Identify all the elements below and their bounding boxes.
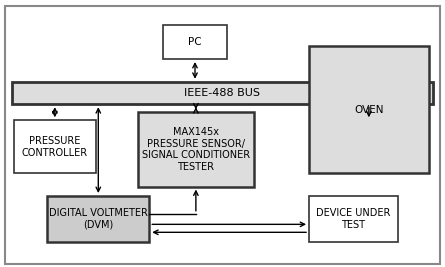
- Text: DEVICE UNDER
TEST: DEVICE UNDER TEST: [316, 208, 391, 230]
- Bar: [309, 196, 398, 242]
- Bar: [138, 112, 254, 187]
- Bar: [309, 46, 429, 173]
- Text: PRESSURE
CONTROLLER: PRESSURE CONTROLLER: [22, 136, 88, 158]
- Bar: [12, 82, 433, 104]
- Text: DIGITAL VOLTMETER
(DVM): DIGITAL VOLTMETER (DVM): [49, 208, 148, 230]
- Bar: [14, 120, 96, 173]
- Text: OVEN: OVEN: [354, 105, 384, 115]
- Text: MAX145x
PRESSURE SENSOR/
SIGNAL CONDITIONER
TESTER: MAX145x PRESSURE SENSOR/ SIGNAL CONDITIO…: [142, 127, 250, 172]
- Text: PC: PC: [188, 37, 202, 47]
- Bar: [47, 196, 150, 242]
- Text: IEEE-488 BUS: IEEE-488 BUS: [185, 88, 260, 98]
- Bar: [162, 25, 227, 59]
